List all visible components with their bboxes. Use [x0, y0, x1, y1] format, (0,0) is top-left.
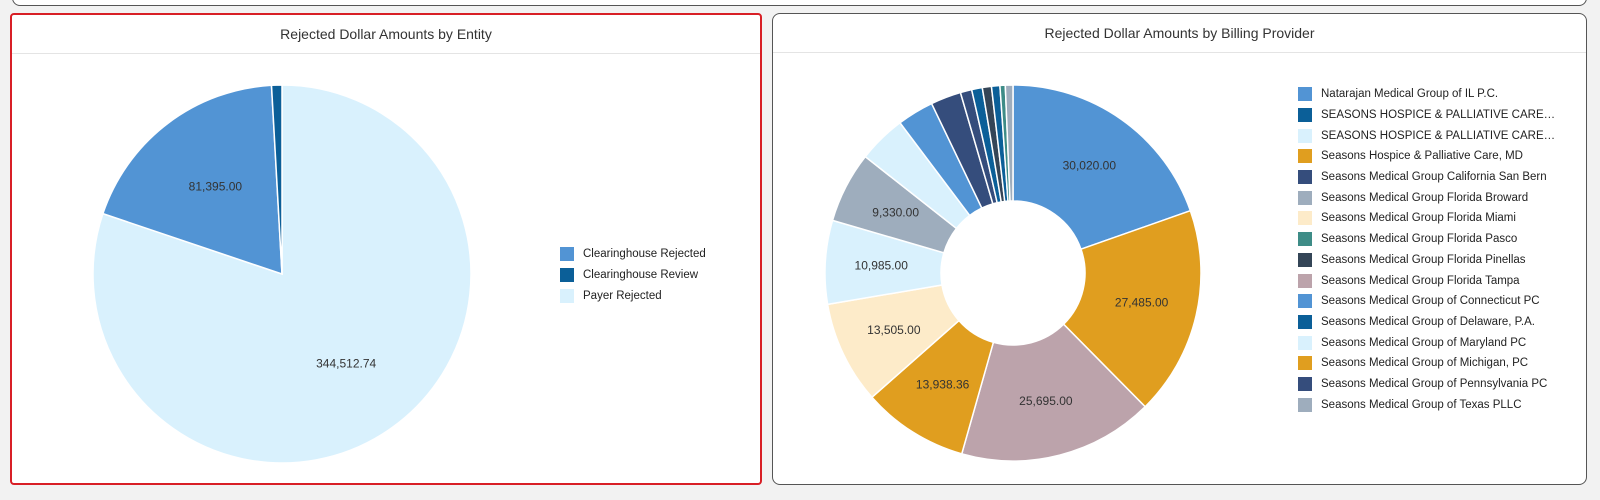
provider-data-label-3: 13,938.36 — [916, 378, 970, 392]
entity-chart-panel: Rejected Dollar Amounts by Entity 344,51… — [10, 13, 762, 485]
provider-legend-swatch — [1298, 397, 1312, 412]
provider-legend-label: Seasons Medical Group of Texas PLLC — [1321, 398, 1522, 411]
provider-legend-swatch — [1298, 273, 1312, 288]
billing-provider-chart-title: Rejected Dollar Amounts by Billing Provi… — [773, 14, 1586, 53]
provider-legend-label: Natarajan Medical Group of IL P.C. — [1321, 88, 1499, 101]
entity-data-label-0: 344,512.74 — [316, 356, 376, 370]
provider-legend-item[interactable]: Seasons Medical Group of Connecticut PC — [1298, 291, 1557, 312]
provider-legend-swatch — [1298, 128, 1312, 143]
provider-legend-swatch — [1298, 314, 1312, 329]
provider-legend-item[interactable]: Natarajan Medical Group of IL P.C. — [1298, 84, 1557, 105]
provider-slice-1[interactable] — [1062, 209, 1202, 408]
provider-legend-swatch — [1298, 232, 1312, 247]
provider-legend-label: Seasons Medical Group of Delaware, P.A. — [1321, 315, 1535, 328]
provider-data-label-1: 27,485.00 — [1115, 296, 1169, 310]
billing-provider-donut-chart: 30,020.00 27,485.00 25,695.00 13,938.36 13,5… — [824, 84, 1202, 462]
provider-legend-item[interactable]: SEASONS HOSPICE & PALLIATIVE CARE O... — [1298, 105, 1557, 126]
billing-provider-chart-panel: Rejected Dollar Amounts by Billing Provi… — [772, 13, 1587, 485]
provider-legend-item[interactable]: SEASONS HOSPICE & PALLIATIVE CARE O... — [1298, 125, 1557, 146]
provider-legend-item[interactable]: Seasons Medical Group Florida Tampa — [1298, 270, 1557, 291]
provider-legend-item[interactable]: Seasons Medical Group Florida Broward — [1298, 187, 1557, 208]
provider-legend-item[interactable]: Seasons Medical Group of Michigan, PC — [1298, 353, 1557, 374]
entity-legend-label: Payer Rejected — [583, 289, 662, 302]
entity-legend-item[interactable]: Payer Rejected — [560, 285, 706, 306]
entity-legend-swatch — [560, 247, 574, 262]
provider-legend-label: SEASONS HOSPICE & PALLIATIVE CARE O... — [1321, 109, 1557, 122]
entity-legend-label: Clearinghouse Review — [583, 269, 699, 282]
provider-legend-swatch — [1298, 252, 1312, 267]
provider-legend-item[interactable]: Seasons Hospice & Palliative Care, MD — [1298, 146, 1557, 167]
provider-legend-swatch — [1298, 335, 1312, 350]
provider-data-label-0: 30,020.00 — [1063, 158, 1117, 172]
provider-legend-label: Seasons Medical Group Florida Broward — [1321, 191, 1529, 204]
entity-legend-item[interactable]: Clearinghouse Rejected — [560, 244, 706, 265]
entity-legend-label: Clearinghouse Rejected — [583, 248, 706, 261]
entity-legend-swatch — [560, 288, 574, 303]
provider-data-label-5: 10,985.00 — [855, 258, 909, 272]
provider-legend-item[interactable]: Seasons Medical Group of Texas PLLC — [1298, 394, 1557, 415]
entity-slice-1[interactable] — [101, 84, 283, 276]
entity-legend-swatch — [560, 268, 574, 283]
provider-legend-swatch — [1298, 190, 1312, 205]
provider-legend-label: Seasons Medical Group Florida Tampa — [1321, 274, 1520, 287]
provider-legend-label: Seasons Medical Group Florida Miami — [1321, 212, 1516, 225]
provider-legend-swatch — [1298, 211, 1312, 226]
provider-legend-item[interactable]: Seasons Medical Group Florida Pasco — [1298, 229, 1557, 250]
provider-legend-swatch — [1298, 87, 1312, 102]
provider-legend-item[interactable]: Seasons Medical Group of Delaware, P.A. — [1298, 312, 1557, 333]
provider-legend-swatch — [1298, 356, 1312, 371]
entity-pie-chart: 344,512.74 81,395.00 — [92, 84, 472, 464]
provider-legend-item[interactable]: Seasons Medical Group of Maryland PC — [1298, 332, 1557, 353]
provider-legend-label: Seasons Medical Group California San Ber… — [1321, 171, 1547, 184]
entity-chart-title: Rejected Dollar Amounts by Entity — [12, 15, 760, 54]
provider-legend-label: Seasons Medical Group Florida Pasco — [1321, 233, 1518, 246]
provider-legend-label: Seasons Medical Group Florida Pinellas — [1321, 253, 1526, 266]
provider-legend-swatch — [1298, 294, 1312, 309]
previous-panel-edge — [12, 0, 1587, 6]
entity-slice-2[interactable] — [270, 84, 283, 275]
provider-legend-item[interactable]: Seasons Medical Group of Pennsylvania PC — [1298, 374, 1557, 395]
provider-legend-label: Seasons Medical Group of Connecticut PC — [1321, 295, 1540, 308]
provider-legend-label: Seasons Medical Group of Maryland PC — [1321, 336, 1527, 349]
provider-legend-swatch — [1298, 149, 1312, 164]
provider-slice-2[interactable] — [960, 323, 1147, 462]
provider-legend-swatch — [1298, 170, 1312, 185]
provider-data-label-6: 9,330.00 — [872, 206, 919, 220]
provider-legend-item[interactable]: Seasons Medical Group Florida Miami — [1298, 208, 1557, 229]
provider-data-label-4: 13,505.00 — [867, 323, 921, 337]
provider-legend-item[interactable]: Seasons Medical Group California San Ber… — [1298, 167, 1557, 188]
provider-legend-label: SEASONS HOSPICE & PALLIATIVE CARE O... — [1321, 129, 1557, 142]
provider-legend-swatch — [1298, 108, 1312, 123]
provider-legend-swatch — [1298, 376, 1312, 391]
provider-legend-label: Seasons Medical Group of Pennsylvania PC — [1321, 377, 1548, 390]
provider-legend-label: Seasons Hospice & Palliative Care, MD — [1321, 150, 1523, 163]
provider-slice-15[interactable] — [1004, 84, 1014, 202]
entity-legend-item[interactable]: Clearinghouse Review — [560, 265, 706, 286]
billing-provider-legend: Natarajan Medical Group of IL P.C. SEASON… — [1298, 84, 1557, 415]
entity-legend: Clearinghouse Rejected Clearinghouse Revi… — [560, 244, 706, 306]
provider-slice-0[interactable] — [1012, 84, 1192, 251]
provider-legend-item[interactable]: Seasons Medical Group Florida Pinellas — [1298, 250, 1557, 271]
entity-data-label-1: 81,395.00 — [189, 179, 243, 193]
provider-legend-label: Seasons Medical Group of Michigan, PC — [1321, 357, 1529, 370]
provider-data-label-2: 25,695.00 — [1019, 394, 1073, 408]
